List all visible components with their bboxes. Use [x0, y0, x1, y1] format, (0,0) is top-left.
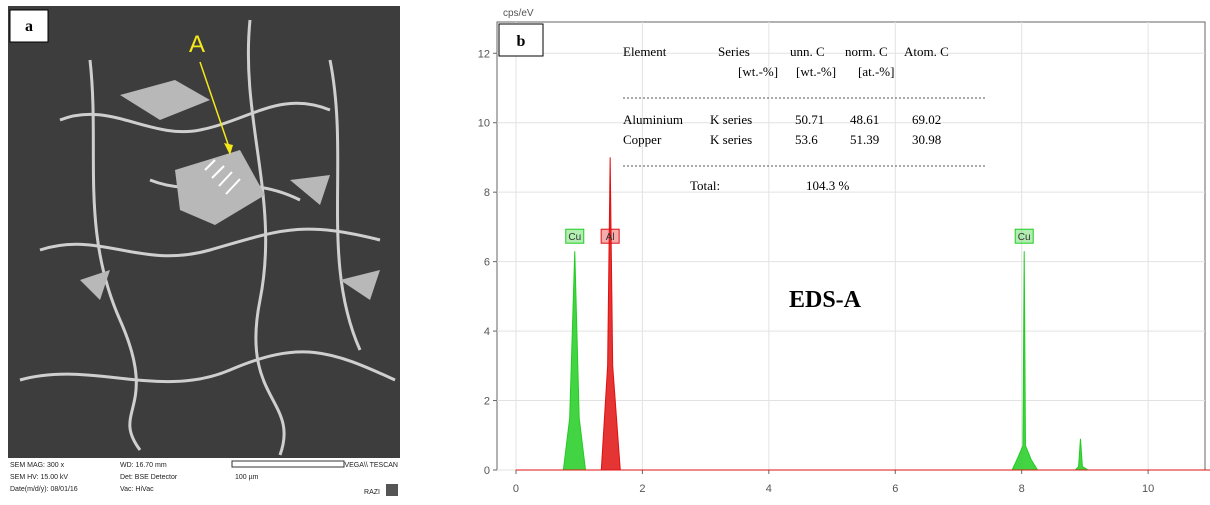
eutectic-lamellae	[204, 159, 241, 195]
table-cell: K series	[710, 112, 752, 127]
table-header: Series	[718, 44, 750, 59]
peak-label: Cu	[568, 232, 581, 243]
marker-arrow	[199, 61, 231, 151]
x-tick-label: 6	[892, 483, 898, 495]
table-unit: [wt.-%]	[738, 64, 778, 79]
logo	[386, 484, 398, 496]
annotation: EDS-A	[789, 287, 862, 313]
y-tick-label: 10	[478, 118, 490, 130]
x-tick-label: 2	[639, 483, 645, 495]
table-cell: 48.61	[850, 112, 879, 127]
footer-text: RAZI	[364, 489, 380, 496]
table-unit: [wt.-%]	[796, 64, 836, 79]
x-tick-label: 8	[1019, 483, 1025, 495]
peak-label: Cu	[1018, 232, 1031, 243]
table-cell: K series	[710, 132, 752, 147]
table-cell: Copper	[623, 132, 662, 147]
table-cell: 51.39	[850, 132, 879, 147]
footer-text: SEM HV: 15.00 kV	[10, 474, 68, 481]
table-total-label: Total:	[690, 178, 720, 193]
marker-arrowhead	[224, 143, 233, 155]
scale-bar	[231, 460, 345, 468]
panel-label: b	[517, 33, 526, 50]
table-total: 104.3 %	[806, 178, 850, 193]
panel-label-box	[9, 9, 49, 43]
y-tick-label: 6	[484, 257, 490, 269]
scale-label: 100 µm	[235, 474, 259, 481]
footer-text: SEM MAG: 300 x	[10, 462, 65, 469]
y-tick-label: 0	[484, 465, 490, 477]
table-header: Element	[623, 44, 667, 59]
peak-label-box	[1014, 228, 1034, 244]
footer-text: Vac: HiVac	[120, 486, 154, 493]
y-tick-label: 4	[484, 326, 490, 338]
point-marker: A	[189, 31, 205, 58]
phase-regions	[80, 80, 380, 300]
footer-text: VEGA\\ TESCAN	[344, 462, 398, 469]
table-cell: 50.71	[795, 112, 824, 127]
table-unit: [at.-%]	[858, 64, 894, 79]
x-tick-label: 0	[513, 483, 519, 495]
y-unit: cps/eV	[503, 8, 534, 19]
peak-label-box	[600, 228, 620, 244]
table-cell: 30.98	[912, 132, 941, 147]
x-tick-label: 4	[766, 483, 772, 495]
table-cell: Aluminium	[623, 112, 683, 127]
footer-text: Date(m/d/y): 08/01/16	[10, 486, 78, 493]
table-cell: 69.02	[912, 112, 941, 127]
table-header: norm. C	[845, 44, 888, 59]
panel-label: a	[25, 18, 33, 35]
y-tick-label: 8	[484, 187, 490, 199]
footer-text: Det: BSE Detector	[120, 474, 178, 481]
table-cell: 53.6	[795, 132, 818, 147]
peak-label: Al	[606, 232, 615, 243]
table-header: Atom. C	[904, 44, 949, 59]
spectrum-area	[515, 157, 1210, 471]
y-tick-label: 2	[484, 396, 490, 408]
panel-label-box	[498, 23, 544, 57]
table-header: unn. C	[790, 44, 825, 59]
spectrum-area	[515, 251, 1210, 471]
y-tick-label: 12	[478, 48, 490, 60]
footer-text: WD: 16.70 mm	[120, 462, 167, 469]
grain-boundaries	[19, 19, 396, 456]
peak-label-box	[565, 228, 585, 244]
plot-area	[496, 21, 1206, 471]
x-tick-label: 10	[1142, 483, 1154, 495]
